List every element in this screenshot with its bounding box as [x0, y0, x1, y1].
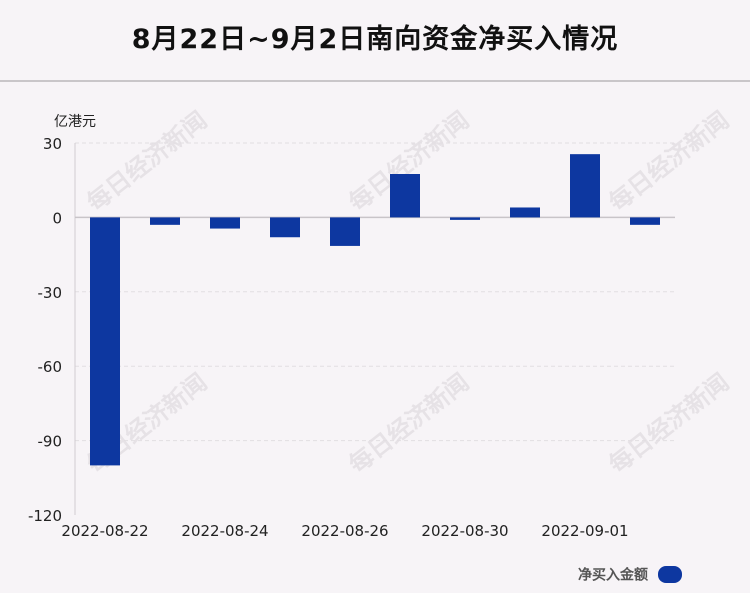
- bar: [330, 217, 360, 246]
- x-tick-label: 2022-08-22: [61, 522, 148, 540]
- x-tick-label: 2022-08-26: [301, 522, 388, 540]
- title-divider: [0, 80, 750, 82]
- chart-title: 8月22日~9月2日南向资金净买入情况: [131, 24, 619, 55]
- x-tick-label: 2022-08-30: [421, 522, 508, 540]
- y-tick-label: -60: [38, 358, 63, 376]
- bar: [450, 217, 480, 220]
- y-tick-label: 30: [43, 135, 62, 153]
- bar: [570, 154, 600, 218]
- y-tick-label: -30: [38, 284, 63, 302]
- y-tick-label: 0: [52, 209, 62, 227]
- bar: [390, 174, 420, 218]
- bar: [270, 217, 300, 238]
- legend: 净买入金额: [578, 564, 683, 584]
- bar: [630, 217, 660, 225]
- y-tick-label: -90: [38, 433, 63, 451]
- bar: [510, 207, 540, 218]
- x-tick-label: 2022-08-24: [181, 522, 268, 540]
- bar: [90, 217, 120, 466]
- legend-swatch: [658, 566, 683, 583]
- x-tick-label: 2022-09-01: [541, 522, 628, 540]
- bar: [150, 217, 180, 225]
- y-axis-unit-label: 亿港元: [54, 114, 96, 130]
- bar: [210, 217, 240, 229]
- y-tick-label: -120: [28, 507, 62, 525]
- legend-label: 净买入金额: [578, 567, 648, 584]
